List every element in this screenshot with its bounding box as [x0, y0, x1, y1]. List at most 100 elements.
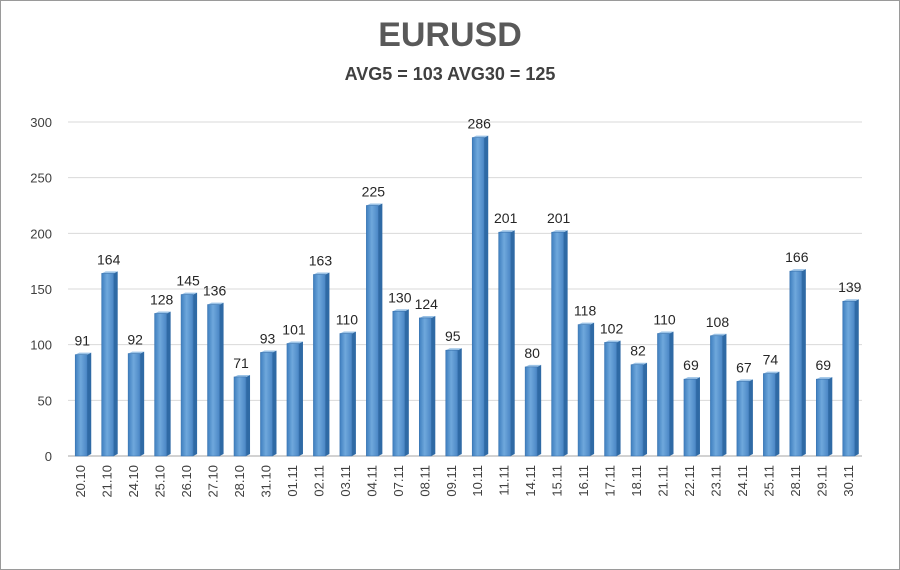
- x-tick-label: 08.11: [417, 465, 432, 497]
- bar: [551, 230, 568, 457]
- x-tick-label: 24.10: [126, 465, 141, 498]
- bar-front: [815, 378, 829, 457]
- bar-top: [578, 322, 595, 325]
- x-tick-label: 25.10: [153, 465, 168, 498]
- data-label: 201: [494, 210, 518, 226]
- data-label: 101: [282, 322, 306, 338]
- x-tick-label: 17.11: [603, 465, 618, 497]
- bar-front: [260, 352, 273, 457]
- data-label: 201: [547, 210, 571, 226]
- bar-side: [219, 302, 224, 456]
- x-axis: 20.10 21.10 24.10 25.10 26.10 27.10 28.10 31.10…: [73, 465, 856, 498]
- bar-side: [351, 331, 356, 456]
- x-tick-label: 10.11: [470, 465, 485, 497]
- bar: [736, 379, 753, 457]
- bar-side: [193, 292, 198, 456]
- bar-front: [154, 313, 167, 457]
- data-label: 92: [127, 332, 143, 348]
- bar-side: [166, 311, 171, 456]
- bar-side: [298, 341, 303, 456]
- bar-side: [616, 340, 621, 456]
- data-label: 80: [524, 345, 540, 361]
- bar-top: [763, 371, 780, 374]
- bar: [180, 292, 198, 457]
- data-label: 124: [415, 296, 439, 312]
- data-label: 69: [816, 357, 832, 373]
- x-tick-label: 21.11: [656, 465, 671, 497]
- bar-front: [233, 376, 247, 457]
- x-tick-label: 22.11: [682, 465, 697, 497]
- x-tick-label: 27.10: [206, 465, 221, 498]
- bar-front: [366, 205, 379, 457]
- bar-side: [272, 350, 277, 456]
- x-tick-label: 09.11: [444, 465, 459, 497]
- bar: [471, 135, 489, 457]
- bar-front: [604, 342, 617, 457]
- data-label: 110: [336, 312, 359, 328]
- bar-front: [74, 354, 88, 457]
- data-label: 164: [97, 251, 121, 267]
- y-tick-label: 300: [30, 115, 52, 130]
- bar-side: [510, 230, 515, 456]
- bar-front: [524, 366, 538, 457]
- bar-side: [854, 299, 859, 456]
- bar: [524, 364, 542, 457]
- x-tick-label: 24.11: [735, 465, 750, 497]
- bar-top: [101, 271, 118, 274]
- bar-front: [789, 270, 803, 457]
- bar-side: [775, 371, 780, 456]
- bar: [842, 299, 859, 457]
- bar: [207, 302, 224, 457]
- bar-front: [577, 324, 591, 457]
- x-tick-label: 28.11: [788, 465, 803, 497]
- bar-side: [669, 331, 674, 456]
- y-tick-label: 150: [30, 282, 52, 297]
- x-tick-label: 02.11: [311, 465, 326, 497]
- data-label: 128: [150, 291, 174, 307]
- bar-side: [457, 348, 462, 456]
- bar-top: [75, 352, 92, 355]
- bar-front: [551, 231, 564, 457]
- bar-top: [207, 302, 224, 305]
- bar-front: [286, 343, 300, 457]
- bar: [657, 331, 674, 457]
- bar-top: [842, 299, 859, 302]
- bar-top: [419, 315, 436, 318]
- bar-front: [313, 274, 326, 457]
- bar-top: [631, 362, 648, 365]
- bar: [154, 311, 171, 457]
- data-label: 95: [445, 328, 461, 344]
- x-tick-label: 07.11: [391, 465, 406, 497]
- bar: [763, 371, 780, 457]
- bar-side: [643, 362, 648, 456]
- x-tick-label: 16.11: [576, 465, 591, 497]
- bar-front: [445, 349, 459, 457]
- bar: [418, 315, 436, 457]
- data-label: 69: [683, 357, 699, 373]
- bar-top: [260, 350, 277, 353]
- x-tick-label: 04.11: [364, 465, 379, 497]
- bar-top: [286, 341, 303, 344]
- data-label: 102: [600, 320, 624, 336]
- data-label: 225: [362, 184, 386, 200]
- bar-top: [525, 364, 542, 367]
- bar-front: [127, 353, 141, 457]
- bar-front: [101, 273, 114, 457]
- bar-top: [789, 269, 806, 272]
- bar-top: [816, 377, 833, 380]
- bar-top: [128, 351, 145, 354]
- x-tick-label: 26.10: [179, 465, 194, 498]
- y-tick-label: 100: [30, 338, 52, 353]
- bar-top: [472, 135, 489, 138]
- x-tick-label: 15.11: [550, 465, 565, 497]
- data-label: 91: [74, 333, 90, 349]
- x-tick-label: 18.11: [629, 465, 644, 497]
- bar-top: [551, 230, 568, 233]
- y-tick-label: 0: [45, 449, 52, 464]
- data-label: 163: [309, 253, 333, 269]
- data-label: 93: [260, 330, 276, 346]
- data-label: 136: [203, 283, 227, 299]
- bars: [74, 135, 859, 457]
- bar-side: [431, 315, 436, 456]
